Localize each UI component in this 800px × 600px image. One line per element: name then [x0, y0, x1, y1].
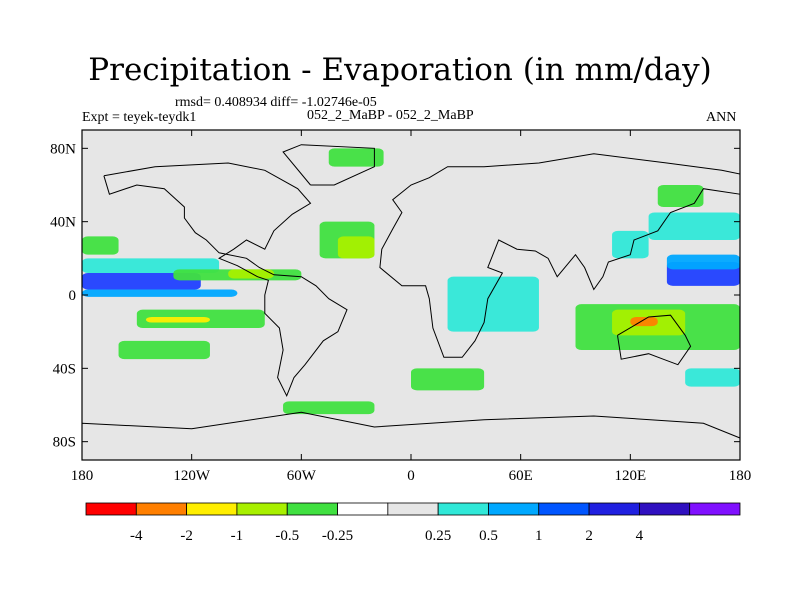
comparison-label: 052_2_MaBP - 052_2_MaBP	[307, 108, 474, 123]
colorbar-swatch	[186, 502, 238, 516]
colorbar-label: 2	[585, 528, 593, 544]
coastline	[282, 144, 375, 186]
colorbar-swatch	[337, 502, 389, 516]
anomaly-region	[82, 289, 238, 297]
x-tick-label: 180	[729, 468, 752, 484]
anomaly-region	[648, 212, 740, 240]
anomaly-region	[328, 148, 384, 167]
y-tick-label: 40S	[53, 361, 76, 377]
colorbar-label: 0.25	[425, 528, 451, 544]
x-tick-label: 180	[71, 468, 94, 484]
x-tick-label: 60W	[287, 468, 317, 484]
colorbar-label: 4	[636, 528, 644, 544]
colorbar-label: -0.5	[275, 528, 299, 544]
colorbar-label: 0.5	[479, 528, 498, 544]
season-label: ANN	[706, 110, 737, 125]
experiment-label: Expt = teyek-teydk1	[82, 110, 197, 125]
y-tick-label: 80N	[50, 141, 76, 157]
colorbar-swatch	[387, 502, 439, 516]
colorbar-swatch	[286, 502, 338, 516]
colorbar-swatch	[538, 502, 590, 516]
colorbar-label: -1	[231, 528, 244, 544]
colorbar-swatch	[236, 502, 288, 516]
y-tick-label: 80S	[53, 435, 76, 451]
anomaly-region	[145, 317, 210, 323]
colorbar-label: 1	[535, 528, 543, 544]
colorbar-swatch	[588, 502, 640, 516]
anomaly-region	[447, 276, 539, 332]
anomaly-region	[411, 368, 485, 391]
y-tick-label: 0	[69, 288, 77, 304]
colorbar-label: -0.25	[322, 528, 353, 544]
anomaly-region	[657, 185, 704, 207]
colorbar-swatch	[135, 502, 188, 516]
anomaly-region	[685, 368, 740, 387]
anomaly-region	[666, 254, 740, 270]
colorbar-swatch	[437, 502, 489, 516]
colorbar-label: -4	[130, 528, 143, 544]
chart-title: Precipitation - Evaporation (in mm/day)	[88, 52, 712, 88]
x-tick-label: 120E	[614, 468, 646, 484]
coastline	[103, 162, 348, 398]
coastline	[617, 314, 692, 366]
anomaly-region	[82, 273, 201, 290]
x-tick-label: 120W	[173, 468, 211, 484]
anomaly-region	[118, 340, 210, 360]
anomaly-region	[228, 269, 274, 279]
colorbar-swatch	[689, 502, 741, 516]
colorbar-swatch	[488, 502, 540, 516]
coastline	[379, 153, 741, 358]
stats-text: rmsd= 0.408934 diff= -1.02746e-05	[175, 95, 377, 110]
colorbar-swatch	[638, 502, 691, 516]
colorbar-label: -2	[180, 528, 193, 544]
x-tick-label: 0	[407, 468, 415, 484]
anomaly-region	[283, 401, 375, 415]
colorbar-swatch	[85, 502, 137, 516]
x-tick-label: 60E	[509, 468, 533, 484]
anomaly-region	[337, 236, 375, 259]
anomaly-region	[82, 236, 119, 255]
y-tick-label: 40N	[50, 215, 76, 231]
